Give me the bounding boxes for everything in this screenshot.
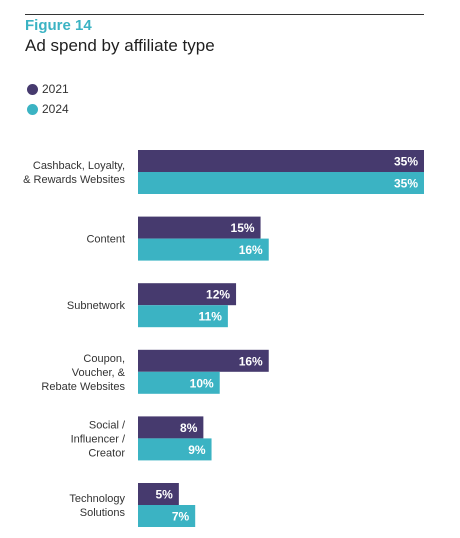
- legend-item-2021: 2021: [27, 79, 69, 99]
- category-label-line: Content: [86, 234, 125, 246]
- category-label-line: Coupon,: [83, 353, 125, 365]
- bar-label-2024-3: 10%: [190, 376, 214, 390]
- legend-label-2024: 2024: [42, 102, 69, 116]
- bar-label-2024-4: 9%: [188, 443, 206, 457]
- category-label-line: Rebate Websites: [41, 381, 125, 393]
- category-label-line: Subnetwork: [67, 300, 126, 312]
- category-label-line: Technology: [69, 493, 125, 505]
- legend-label-2021: 2021: [42, 82, 69, 96]
- bar-label-2024-0: 35%: [394, 177, 418, 191]
- chart-title: Ad spend by affiliate type: [25, 36, 215, 55]
- bar-2021-2: [138, 283, 237, 306]
- legend-swatch-2024: [27, 103, 38, 115]
- legend-swatch-2021: [27, 83, 38, 95]
- bar-2024-3: [138, 371, 220, 394]
- bar-2021-0: [138, 150, 424, 172]
- bar-2021-4: [138, 416, 204, 439]
- category-label-line: Social /: [89, 419, 126, 431]
- bar-2024-0: [138, 172, 424, 194]
- bar-2024-5: [138, 505, 196, 527]
- category-label-line: Voucher, &: [72, 367, 126, 379]
- bar-2021-5: [138, 483, 179, 505]
- bar-2021-1: [138, 216, 261, 239]
- category-label-1: Content: [86, 234, 125, 246]
- bar-2024-2: [138, 305, 228, 328]
- category-label-3: Coupon, Voucher, & Rebate Websites: [41, 353, 125, 393]
- figure-label: Figure 14: [25, 17, 92, 34]
- category-label-line: Influencer /: [71, 433, 126, 445]
- bar-label-2021-4: 8%: [180, 421, 198, 435]
- bar-label-2021-0: 35%: [394, 155, 418, 169]
- bar-2024-1: [138, 238, 269, 261]
- legend-item-2024: 2024: [27, 99, 69, 119]
- category-label-line: Creator: [88, 447, 125, 459]
- bar-label-2021-2: 12%: [206, 288, 230, 302]
- category-label-line: Solutions: [80, 507, 126, 519]
- category-label-line: & Rewards Websites: [23, 174, 125, 186]
- bar-2021-3: [138, 349, 269, 372]
- bar-label-2024-1: 16%: [239, 243, 263, 257]
- category-label-4: Social / Influencer / Creator: [71, 419, 126, 459]
- bar-label-2021-3: 16%: [239, 354, 263, 368]
- category-label-5: Technology Solutions: [69, 493, 125, 519]
- category-label-0: Cashback, Loyalty, & Rewards Websites: [23, 160, 125, 186]
- category-label-line: Cashback, Loyalty,: [33, 160, 125, 172]
- bar-label-2024-2: 11%: [199, 310, 223, 324]
- category-label-2: Subnetwork: [67, 300, 126, 312]
- legend: 2021 2024: [27, 79, 69, 119]
- bar-label-2021-5: 5%: [156, 488, 174, 502]
- bar-label-2021-1: 15%: [231, 221, 255, 235]
- top-rule: [25, 14, 424, 15]
- bar-2024-4: [138, 438, 212, 461]
- bar-label-2024-5: 7%: [172, 510, 190, 524]
